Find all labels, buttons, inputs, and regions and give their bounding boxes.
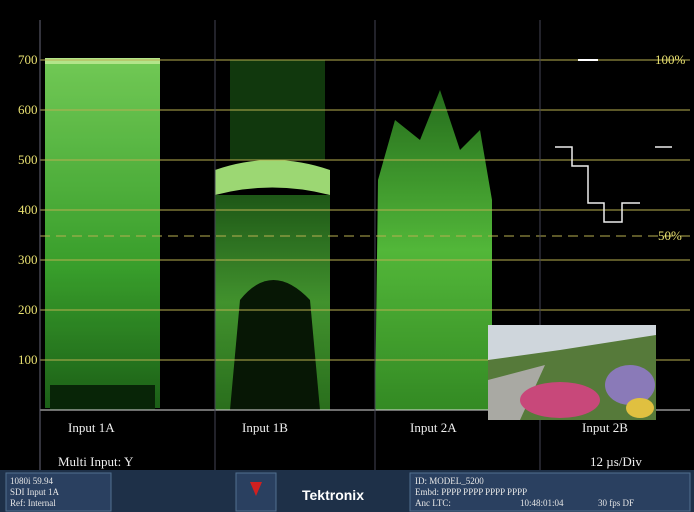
thumb-flowers bbox=[626, 398, 654, 418]
waveform-monitor: 700 600 500 400 300 200 100 100% 50% Inp… bbox=[0, 0, 694, 512]
input-label: Input 1B bbox=[242, 420, 288, 435]
scale-label: 500 bbox=[18, 152, 38, 167]
waveform-1a-shadow bbox=[50, 385, 155, 410]
scale-label: 600 bbox=[18, 102, 38, 117]
waveform-1a-top bbox=[45, 58, 160, 64]
scale-mid-label: 50% bbox=[658, 228, 682, 243]
status-text: ID: MODEL_5200 bbox=[415, 476, 484, 486]
brand: Tektronix bbox=[302, 487, 364, 503]
thumb-flowers bbox=[605, 365, 655, 405]
status-bar: 1080i 59.94 SDI Input 1A Ref: Internal T… bbox=[0, 470, 694, 512]
status-text: 30 fps DF bbox=[598, 498, 634, 508]
input-label: Input 1A bbox=[68, 420, 115, 435]
waveform-2a bbox=[375, 90, 492, 410]
scale-label: 200 bbox=[18, 302, 38, 317]
status-text: Embd: PPPP PPPP PPPP PPPP bbox=[415, 487, 527, 497]
scale-label: 300 bbox=[18, 252, 38, 267]
input-label: Input 2A bbox=[410, 420, 457, 435]
mode-label: Multi Input: Y bbox=[58, 454, 134, 469]
input-label: Input 2B bbox=[582, 420, 628, 435]
status-text: 10:48:01:04 bbox=[520, 498, 564, 508]
thumbnail bbox=[488, 325, 656, 420]
status-text: Anc LTC: bbox=[415, 498, 451, 508]
thumb-flowers bbox=[520, 382, 600, 418]
scale-label: 700 bbox=[18, 52, 38, 67]
status-text: 1080i 59.94 bbox=[10, 476, 54, 486]
scale-label: 100 bbox=[18, 352, 38, 367]
waveform-1b-shadow bbox=[230, 280, 320, 410]
status-text: Ref: Internal bbox=[10, 498, 56, 508]
timebase-label: 12 µs/Div bbox=[590, 454, 642, 469]
scale-label: 400 bbox=[18, 202, 38, 217]
page: {"scale": {"labels": ["700", "600", "500… bbox=[0, 0, 694, 512]
scale-top-label: 100% bbox=[655, 52, 686, 67]
status-text: SDI Input 1A bbox=[10, 487, 59, 497]
